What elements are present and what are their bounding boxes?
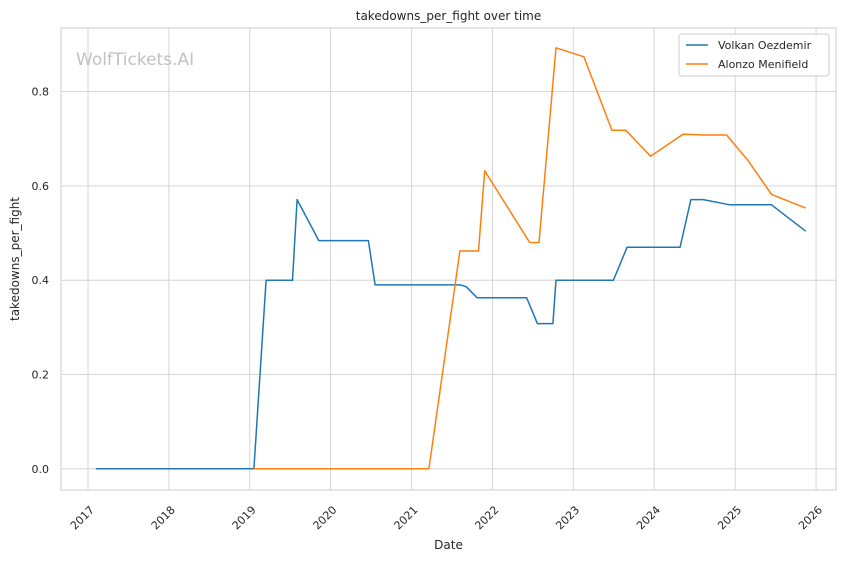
legend-box [678,33,830,77]
y-tick-label: 0.6 [32,180,50,193]
x-tick-label: 2021 [392,503,421,532]
x-tick-labels: 2017 2018 2019 2020 2021 2022 2023 2024 2025 2026 [68,503,825,532]
watermark: WolfTickets.AI [76,50,194,70]
x-tick-label: 2017 [68,503,97,532]
legend-label: Volkan Oezdemir [718,39,812,52]
series-line-0 [95,198,807,470]
grid [61,28,836,490]
x-tick-label: 2018 [149,503,178,532]
series-line-1 [253,47,806,470]
x-tick-label: 2025 [715,503,744,532]
x-tick-label: 2024 [634,503,663,532]
y-tick-label: 0.4 [32,274,50,287]
series-lines [95,47,807,470]
legend-label: Alonzo Menifield [718,58,808,71]
y-tick-labels: 0.0 0.2 0.4 0.6 0.8 [32,86,50,476]
y-tick-label: 0.8 [32,86,50,99]
plot-area [60,27,837,491]
x-tick-label: 2022 [472,503,501,532]
x-tick-label: 2020 [311,503,340,532]
x-axis-label: Date [434,538,463,552]
x-tick-label: 2023 [553,503,582,532]
y-tick-label: 0.2 [32,369,50,382]
x-tick-label: 2019 [230,503,259,532]
y-axis-label: takedowns_per_fight [8,197,22,321]
x-tick-label: 2026 [796,503,825,532]
chart-title: takedowns_per_fight over time [356,9,542,23]
y-tick-label: 0.0 [32,463,50,476]
legend: Volkan Oezdemir Alonzo Menifield [678,33,830,77]
